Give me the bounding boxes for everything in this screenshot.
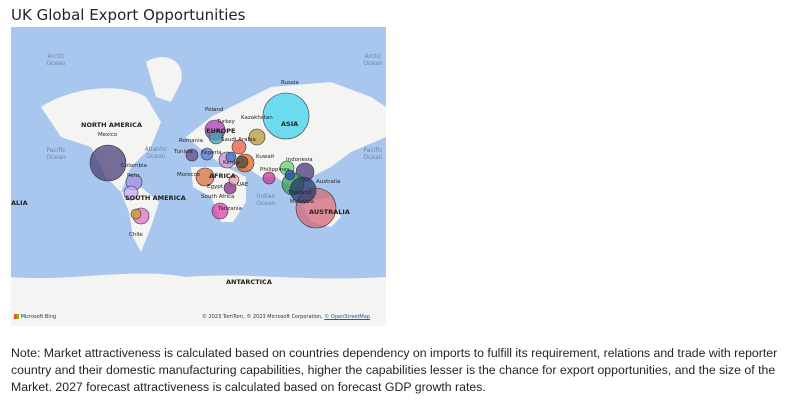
openstreetmap-link[interactable]: © OpenStreetMap [324,314,370,320]
map-label: Kazakhstan [241,115,273,121]
map-label: Mexico [98,132,118,138]
bubble-map[interactable]: Arctic Ocean Arctic Ocean Pacific Ocean Pac… [11,27,386,326]
map-label: Atlantic Ocean [144,146,168,160]
map-label: Chile [129,232,143,238]
market-bubble[interactable] [289,176,317,204]
land [11,57,386,326]
market-bubble[interactable] [211,202,229,220]
map-label: South Africa [201,194,235,200]
map-label: ALIA [11,199,28,207]
market-bubble[interactable] [89,144,127,182]
map-attribution: © 2023 TomTom, © 2023 Microsoft Corporat… [202,314,370,320]
footnote: Note: Market attractiveness is calculate… [11,346,778,394]
map-label: ASIA [281,120,299,128]
bing-logo: Microsoft Bing [14,314,56,320]
map-label: AFRICA [209,172,236,180]
market-bubble[interactable] [284,169,296,181]
market-bubble[interactable] [185,148,199,162]
map-label: Turkey [217,119,235,125]
map-label: Egypt [207,184,223,190]
map-label: Morocco [177,172,201,178]
market-bubble[interactable] [208,129,224,145]
market-bubble[interactable] [235,155,249,169]
market-bubble[interactable] [130,208,142,220]
map-label: Thailand [288,190,312,196]
map-label: EUROPE [206,127,236,135]
map-label: Russia [281,80,299,86]
map-label: UAE [237,182,249,188]
market-bubble[interactable] [123,185,139,201]
market-bubble[interactable] [262,171,276,185]
map-label: Arctic Ocean [363,53,383,67]
map-label: Kuwait [256,154,275,160]
map-label: Pacific Ocean [46,147,66,161]
market-bubble[interactable] [200,147,214,161]
map-label: Pacific Ocean [363,147,383,161]
market-bubble[interactable] [262,92,310,140]
map-label: Australia [316,179,341,185]
map-label: Peru [127,173,140,179]
map-label: ANTARCTICA [226,278,272,286]
market-bubble[interactable] [225,151,237,163]
map-label: Indonesia [286,157,313,163]
map-label: Malaysia [290,199,315,205]
map-label: Tunisia [174,149,193,155]
map-label: Tanzania [218,206,242,212]
map-label: Colombia [121,163,147,169]
market-bubble[interactable] [228,174,240,186]
map-label: AUSTRALIA [309,208,350,216]
map-label: SOUTH AMERICA [125,194,186,202]
map-label: Arctic Ocean [46,53,66,67]
map-canvas[interactable] [11,27,386,326]
market-bubble[interactable] [248,128,266,146]
page-title: UK Global Export Opportunities [11,6,246,24]
map-label: Kenya [223,160,240,166]
map-label: Philippines [260,167,290,173]
market-bubble[interactable] [195,167,215,187]
map-label: Nigeria [202,150,222,156]
market-bubble[interactable] [231,139,247,155]
map-label: Indian Ocean [256,193,276,207]
map-label: Romania [179,138,204,144]
copyright-text: © 2023 TomTom, © 2023 Microsoft Corporat… [201,314,323,320]
map-label: Poland [205,107,224,113]
map-label: Saudi Arabia [221,137,256,143]
map-label: NORTH AMERICA [81,121,142,129]
bing-logo-text: Microsoft Bing [20,314,57,320]
